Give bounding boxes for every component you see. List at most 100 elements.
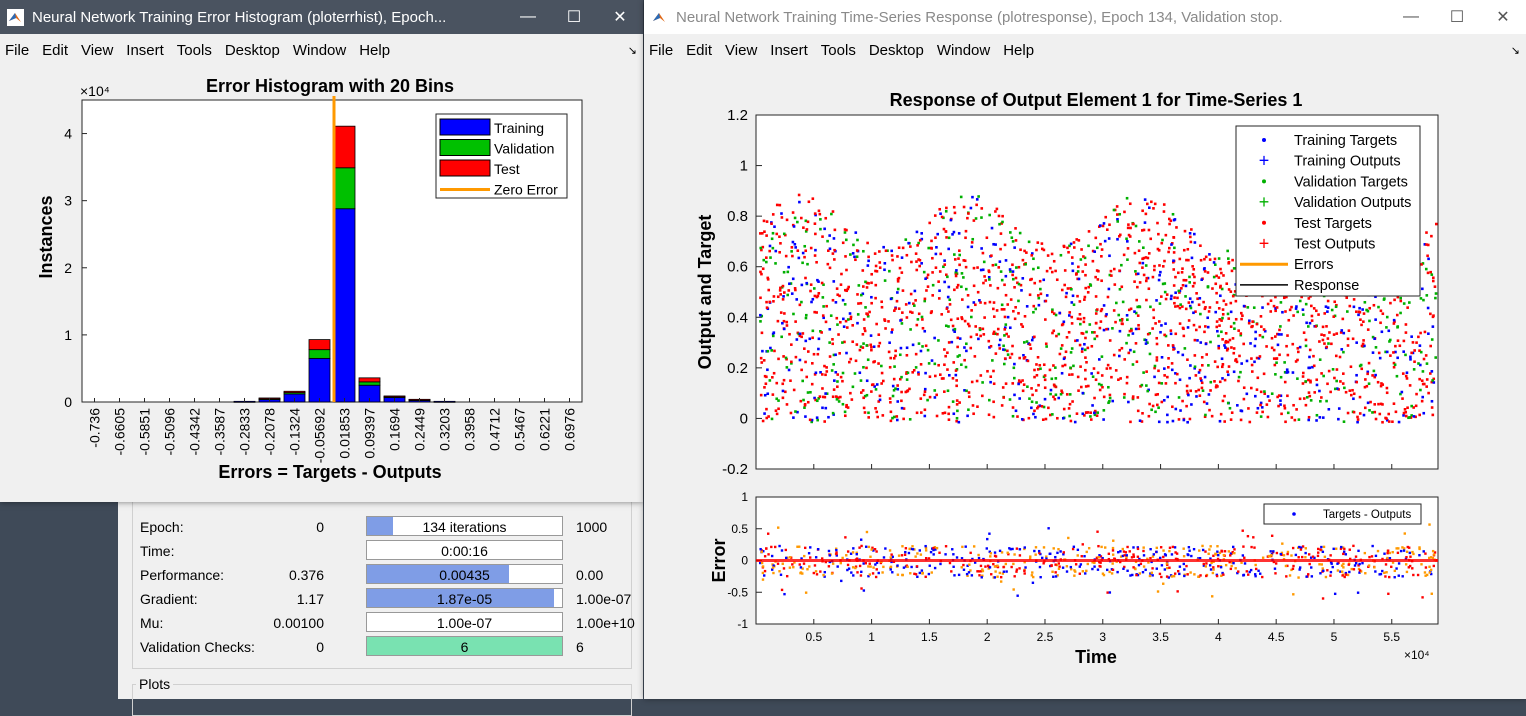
response-point (1393, 320, 1396, 323)
response-point (792, 416, 795, 419)
menu-edit[interactable]: Edit (686, 41, 713, 59)
response-point (1104, 314, 1108, 318)
menu-help[interactable]: Help (359, 41, 391, 59)
error-point (1101, 572, 1105, 575)
response-point (926, 273, 930, 277)
response-point (798, 200, 801, 204)
minimize-icon[interactable]: — (1403, 8, 1419, 25)
response-point (828, 234, 831, 237)
response-point (1221, 338, 1224, 341)
response-point (1160, 241, 1164, 245)
response-point (892, 356, 896, 360)
response-point (1362, 413, 1366, 417)
response-point (1160, 355, 1164, 359)
response-point (971, 404, 975, 407)
response-point (1314, 325, 1318, 328)
response-point (1182, 418, 1186, 422)
y-tick-label: 0 (740, 410, 748, 427)
maximize-icon[interactable]: ☐ (1449, 9, 1465, 26)
response-point (1020, 417, 1024, 421)
response-point (1171, 405, 1174, 409)
error-point (859, 574, 863, 577)
resp-titlebar[interactable]: Neural Network Training Time-Series Resp… (644, 0, 1526, 34)
response-point (1283, 361, 1286, 364)
response-point (1239, 333, 1243, 337)
response-point (1302, 331, 1306, 334)
response-point (804, 230, 808, 233)
legend-marker: + (1259, 234, 1270, 254)
response-point (1060, 288, 1064, 292)
response-point (958, 253, 962, 257)
response-point (1197, 371, 1201, 374)
error-point (1057, 562, 1060, 565)
menu-desktop[interactable]: Desktop (868, 41, 924, 59)
response-point (804, 249, 808, 253)
response-point (1143, 338, 1146, 341)
hist-titlebar[interactable]: Neural Network Training Error Histogram … (0, 0, 643, 34)
close-icon[interactable]: ✕ (613, 9, 627, 26)
response-point (1384, 416, 1387, 420)
response-point (779, 242, 782, 245)
menu-file[interactable]: File (649, 41, 674, 59)
error-point (1321, 550, 1325, 554)
response-point (973, 355, 977, 358)
error-point (1237, 570, 1240, 573)
menu-tools[interactable]: Tools (176, 41, 212, 59)
response-point (1220, 287, 1224, 291)
maximize-icon[interactable]: ☐ (566, 9, 582, 26)
error-point (1405, 550, 1409, 553)
response-point (859, 345, 863, 349)
response-point (934, 236, 937, 240)
response-point (1214, 385, 1218, 389)
error-point (1059, 550, 1062, 553)
response-point (1014, 227, 1017, 230)
response-point (956, 355, 960, 358)
error-point (872, 566, 875, 569)
progress-target-value: 1000 (576, 519, 608, 535)
response-point (1004, 323, 1008, 326)
error-point (913, 548, 916, 551)
menu-window[interactable]: Window (292, 41, 347, 59)
error-point (760, 549, 764, 552)
error-point (1215, 574, 1219, 578)
dock-arrow-icon[interactable]: ↘ (1510, 45, 1520, 57)
response-point (1013, 246, 1016, 249)
menu-window[interactable]: Window (936, 41, 991, 59)
menu-view[interactable]: View (81, 41, 114, 59)
menu-view[interactable]: View (725, 41, 758, 59)
error-point (1285, 575, 1288, 578)
response-point (1425, 231, 1428, 234)
response-point (1356, 415, 1359, 419)
response-point (1089, 415, 1092, 418)
x-tick-label: 0.5 (805, 630, 822, 644)
response-point (1029, 347, 1033, 350)
response-point (1003, 326, 1007, 329)
error-point (1292, 564, 1295, 568)
menu-desktop[interactable]: Desktop (224, 41, 280, 59)
response-point (886, 249, 889, 253)
error-point (1126, 545, 1129, 549)
close-icon[interactable]: ✕ (1496, 9, 1510, 26)
error-point (1136, 546, 1139, 549)
menu-edit[interactable]: Edit (42, 41, 69, 59)
error-point (1406, 545, 1409, 549)
menu-insert[interactable]: Insert (770, 41, 808, 59)
menu-tools[interactable]: Tools (820, 41, 856, 59)
response-point (945, 206, 948, 210)
menu-help[interactable]: Help (1003, 41, 1035, 59)
dock-arrow-icon[interactable]: ↘ (627, 45, 637, 57)
response-point (945, 307, 949, 310)
response-point (841, 341, 844, 344)
minimize-icon[interactable]: — (520, 8, 536, 25)
menu-insert[interactable]: Insert (126, 41, 164, 59)
error-point (1185, 564, 1188, 568)
response-point (1033, 375, 1036, 379)
response-point (1431, 325, 1435, 328)
response-point (1033, 335, 1036, 339)
error-point (911, 548, 915, 551)
response-point (1308, 355, 1311, 359)
response-point (934, 252, 938, 256)
response-point (1221, 363, 1225, 366)
error-point (1202, 562, 1205, 566)
menu-file[interactable]: File (5, 41, 30, 59)
